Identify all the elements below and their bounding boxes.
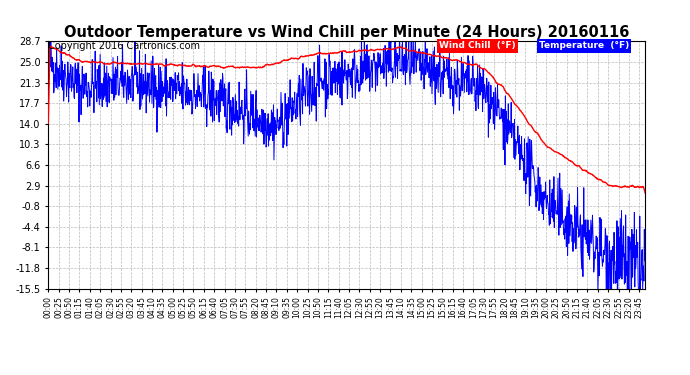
Title: Outdoor Temperature vs Wind Chill per Minute (24 Hours) 20160116: Outdoor Temperature vs Wind Chill per Mi…	[64, 25, 629, 40]
Text: Wind Chill  (°F): Wind Chill (°F)	[440, 41, 516, 50]
Text: Copyright 2016 Cartronics.com: Copyright 2016 Cartronics.com	[48, 41, 200, 51]
Text: Temperature  (°F): Temperature (°F)	[539, 41, 629, 50]
